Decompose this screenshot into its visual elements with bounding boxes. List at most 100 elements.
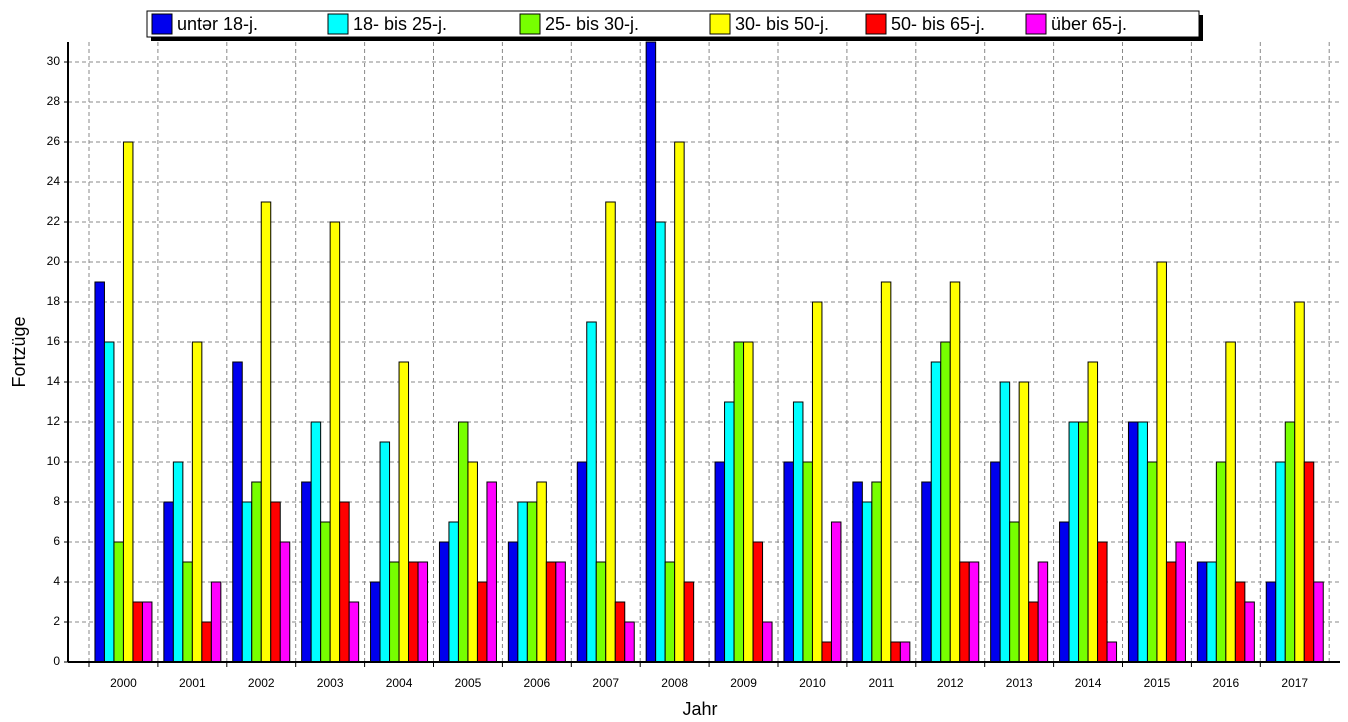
bar bbox=[1068, 421, 1080, 663]
bar bbox=[348, 601, 360, 663]
x-axis-label: Jahr bbox=[682, 699, 717, 719]
bar bbox=[103, 341, 115, 663]
bar bbox=[605, 201, 616, 663]
legend-label: untər 18-j. bbox=[177, 14, 258, 34]
bar bbox=[1265, 581, 1277, 663]
bar bbox=[1028, 601, 1039, 663]
x-tick-label: 2001 bbox=[179, 676, 206, 690]
bar bbox=[852, 481, 863, 663]
bar bbox=[959, 561, 970, 663]
legend-label: über 65-j. bbox=[1051, 14, 1127, 34]
legend-swatch bbox=[519, 13, 541, 35]
bar bbox=[683, 581, 695, 663]
bar bbox=[379, 441, 391, 663]
y-tick-label: 18 bbox=[47, 294, 61, 308]
bar bbox=[260, 201, 272, 663]
bar bbox=[921, 481, 932, 663]
y-tick-label: 6 bbox=[53, 534, 60, 548]
bar bbox=[1137, 421, 1148, 663]
bar bbox=[811, 301, 823, 663]
bar bbox=[724, 401, 735, 663]
bar bbox=[1175, 541, 1186, 663]
bar bbox=[830, 521, 842, 663]
bar bbox=[1225, 341, 1236, 663]
y-tick-label: 24 bbox=[47, 174, 61, 188]
y-tick-label: 0 bbox=[53, 654, 60, 668]
y-tick-label: 12 bbox=[47, 414, 61, 428]
bar bbox=[517, 501, 528, 663]
bar bbox=[674, 141, 685, 663]
bar bbox=[536, 481, 547, 663]
bar bbox=[172, 461, 184, 663]
bar bbox=[930, 361, 942, 663]
bar bbox=[762, 621, 773, 663]
bar bbox=[1313, 581, 1324, 663]
bar bbox=[792, 401, 804, 663]
bar bbox=[132, 601, 143, 663]
bar bbox=[1037, 561, 1049, 663]
bar bbox=[1206, 561, 1217, 663]
bar bbox=[408, 561, 419, 663]
bar bbox=[163, 501, 174, 663]
y-tick-label: 10 bbox=[47, 454, 61, 468]
bar bbox=[1018, 381, 1030, 663]
bar bbox=[201, 621, 212, 663]
legend-swatch bbox=[865, 13, 887, 35]
y-axis-label: Fortzüge bbox=[9, 316, 29, 387]
bar bbox=[783, 461, 794, 663]
bar bbox=[624, 621, 635, 663]
bar bbox=[586, 321, 597, 663]
bar bbox=[1078, 421, 1089, 663]
x-tick-label: 2009 bbox=[730, 676, 757, 690]
bar bbox=[871, 481, 882, 663]
x-tick-label: 2016 bbox=[1212, 676, 1239, 690]
bar bbox=[595, 561, 607, 663]
bar bbox=[94, 281, 105, 663]
bar bbox=[270, 501, 281, 663]
x-tick-label: 2008 bbox=[661, 676, 688, 690]
y-tick-label: 16 bbox=[47, 334, 61, 348]
bar bbox=[191, 341, 203, 663]
x-tick-label: 2015 bbox=[1144, 676, 1171, 690]
bar bbox=[1165, 561, 1177, 663]
bar bbox=[949, 281, 961, 663]
bar bbox=[655, 221, 666, 663]
x-tick-label: 2010 bbox=[799, 676, 826, 690]
bar bbox=[999, 381, 1011, 663]
bar bbox=[664, 561, 676, 663]
bar bbox=[940, 341, 951, 663]
bar bbox=[476, 581, 488, 663]
bar bbox=[122, 141, 134, 663]
bar bbox=[555, 561, 566, 663]
bar bbox=[861, 501, 873, 663]
legend-box bbox=[146, 10, 1200, 38]
bar bbox=[113, 541, 124, 663]
bar bbox=[1234, 581, 1246, 663]
bar bbox=[733, 341, 745, 663]
legend-swatch bbox=[709, 13, 731, 35]
bar bbox=[301, 481, 312, 663]
bar bbox=[310, 421, 322, 663]
bar bbox=[370, 581, 381, 663]
bar bbox=[279, 541, 291, 663]
bar bbox=[614, 601, 626, 663]
legend-label: 25- bis 30-j. bbox=[545, 14, 639, 34]
y-tick-label: 22 bbox=[47, 214, 61, 228]
x-tick-label: 2007 bbox=[592, 676, 619, 690]
x-tick-label: 2017 bbox=[1281, 676, 1308, 690]
bar bbox=[467, 461, 478, 663]
bar bbox=[398, 361, 410, 663]
bar bbox=[457, 421, 469, 663]
bar bbox=[1106, 641, 1118, 663]
bar bbox=[821, 641, 832, 663]
x-tick-label: 2000 bbox=[110, 676, 137, 690]
bar bbox=[507, 541, 519, 663]
x-tick-label: 2006 bbox=[523, 676, 550, 690]
y-tick-label: 4 bbox=[53, 574, 60, 588]
y-tick-label: 8 bbox=[53, 494, 60, 508]
bar bbox=[1087, 361, 1099, 663]
bar bbox=[1244, 601, 1255, 663]
bar bbox=[890, 641, 901, 663]
y-tick-label: 2 bbox=[53, 614, 60, 628]
